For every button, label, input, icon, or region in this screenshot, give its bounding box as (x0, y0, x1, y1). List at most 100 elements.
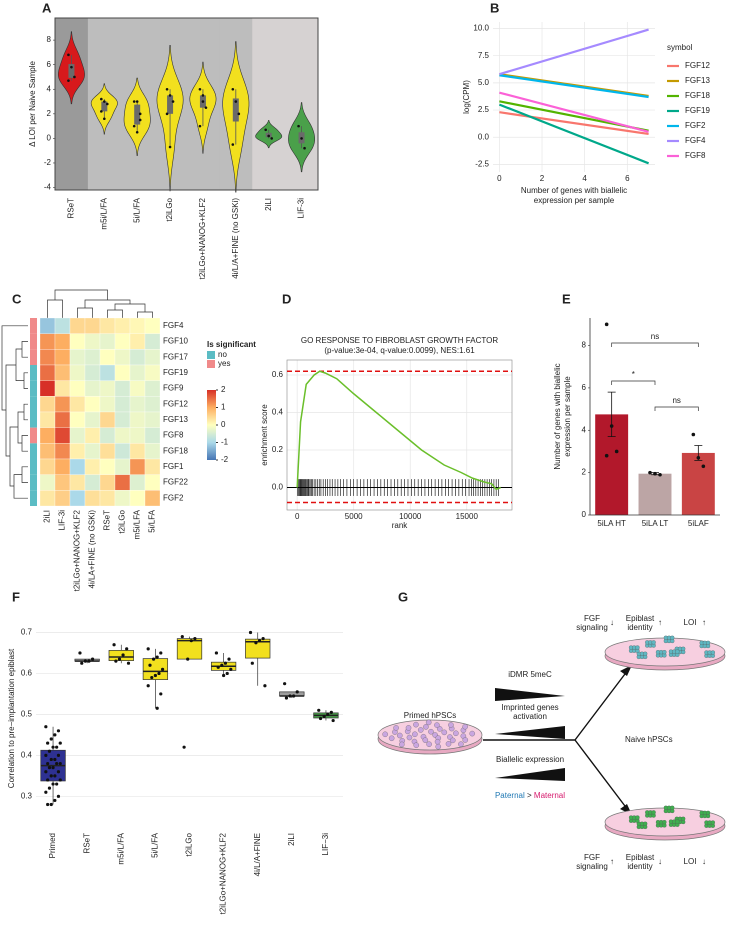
y-tick-label: 0.4 (272, 408, 284, 417)
heat-cell (114, 364, 131, 381)
error-bar (607, 391, 616, 438)
gradient-wedge (495, 768, 565, 781)
heat-cell (144, 443, 161, 460)
heat-cell (129, 490, 146, 507)
point (696, 456, 701, 460)
row-label: FGF1 (163, 462, 184, 471)
heat-cell (69, 411, 86, 428)
heat-cell (54, 458, 71, 475)
heat-cell (144, 427, 161, 444)
cell (462, 723, 468, 730)
y-tick-label: 8 (47, 35, 52, 44)
point (112, 643, 116, 647)
outcome-label: LOI (684, 857, 697, 866)
heat-cell (129, 396, 146, 413)
colorbar-label: 2 (221, 385, 226, 394)
point (146, 684, 150, 688)
point (171, 100, 175, 103)
heat-cell (129, 411, 146, 428)
legend-label: FGF2 (685, 121, 706, 130)
significance-label: ns (651, 332, 659, 341)
point (126, 661, 131, 665)
group-background (252, 18, 286, 190)
x-tick-label: LIF−3i (321, 833, 330, 856)
outcome-label: FGF (584, 853, 600, 862)
source-label: Primed hPSCs (404, 711, 456, 720)
y-tick-label: 0.5 (21, 710, 33, 719)
x-tick-label: 5iLA HT (597, 519, 626, 528)
heat-cell (114, 380, 131, 397)
heat-cell (39, 317, 56, 334)
point (189, 639, 193, 643)
branch (483, 669, 629, 811)
legend-label: FGF13 (685, 76, 710, 85)
y-tick-label: 0.6 (272, 370, 284, 379)
heat-cell (99, 474, 116, 491)
heat-cell (84, 333, 101, 350)
heat-cell (129, 380, 146, 397)
point (51, 745, 55, 749)
heat-cell (129, 349, 146, 366)
significance-label: * (632, 370, 635, 379)
x-axis-title: expression per sample (534, 196, 615, 205)
column-label: t2iLGo (118, 509, 127, 533)
column-label: 4i/LA+FINE (no GSKi) (88, 510, 97, 589)
y-tick-label: -2.5 (475, 160, 489, 169)
point (225, 671, 229, 676)
cell (405, 725, 412, 731)
heat-cell (69, 317, 86, 334)
cell (445, 741, 452, 747)
point (648, 470, 652, 475)
significance-bracket (654, 406, 699, 411)
row-label: FGF2 (163, 493, 184, 502)
y-tick-label: 0.7 (21, 628, 33, 637)
point (47, 749, 52, 753)
outcome-label: FGF (584, 614, 600, 623)
point (701, 464, 706, 469)
cell (469, 730, 475, 737)
y-axis-title: log(CPM) (462, 80, 471, 114)
heat-cell (39, 411, 56, 428)
point (121, 653, 125, 657)
point (257, 639, 262, 643)
heat-cell (99, 333, 116, 350)
point (157, 671, 161, 676)
point (234, 100, 238, 103)
heat-cell (144, 380, 161, 397)
point (103, 117, 106, 121)
heat-cell (84, 427, 101, 444)
significance-annotation (30, 490, 37, 506)
significance-annotation (30, 333, 37, 350)
point (132, 100, 136, 103)
cell (423, 724, 429, 730)
enrichment-curve (296, 370, 501, 491)
row-label: FGF4 (163, 321, 184, 330)
point (46, 761, 50, 766)
column-label: LIF-3i (58, 510, 67, 531)
heat-cell (69, 458, 86, 475)
cell (425, 719, 432, 726)
heat-cell (84, 411, 101, 428)
point (198, 124, 202, 128)
x-tick-label: 2 (540, 174, 545, 183)
cell (434, 722, 440, 728)
cell (450, 737, 456, 744)
point (55, 745, 59, 749)
heat-cell (84, 396, 101, 413)
x-tick-label: 5iLAF (688, 519, 709, 528)
point (270, 137, 273, 140)
point (283, 682, 287, 686)
y-tick-label: 6 (47, 60, 52, 69)
x-tick-label: 4i/L/A+FINE (253, 833, 262, 876)
panel-label: F (12, 589, 20, 604)
series-line (499, 111, 649, 136)
point (322, 714, 326, 719)
box (245, 638, 271, 659)
point (250, 661, 254, 665)
point (46, 741, 50, 745)
cell (406, 734, 413, 741)
point (51, 766, 55, 770)
point (186, 657, 190, 661)
x-tick-label: 5i/L/FA (132, 197, 141, 223)
point (150, 675, 154, 680)
